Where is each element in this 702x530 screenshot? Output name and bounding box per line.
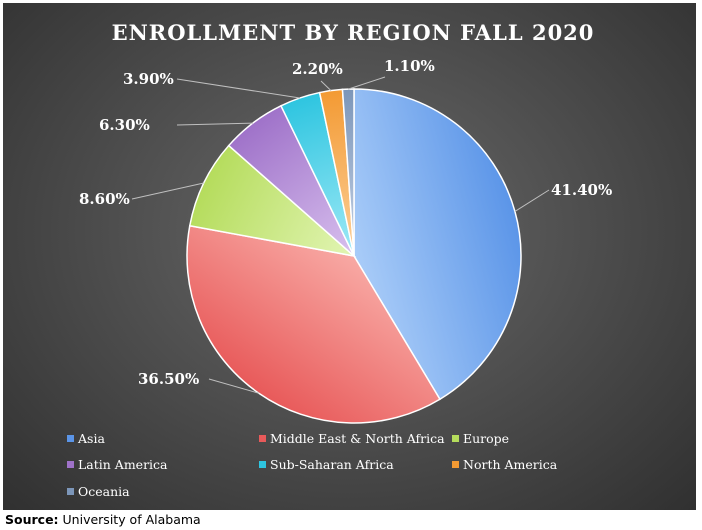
leader-line-europe <box>131 182 204 200</box>
legend-swatch-north-america <box>452 461 459 468</box>
pie-slice-asia <box>353 88 522 401</box>
chart-area: ENROLLMENT BY REGION FALL 2020 41.40% 36.… <box>3 3 696 510</box>
legend-item-oceania: Oceania <box>67 484 130 499</box>
legend-item-middle-east-and-north-africa: Middle East & North Africa <box>259 431 445 446</box>
source-text: University of Alabama <box>62 512 201 527</box>
legend: Asia Middle East & North Africa Europe Lati… <box>67 431 558 499</box>
leader-line-asia <box>514 189 550 212</box>
chart-title: ENROLLMENT BY REGION FALL 2020 <box>112 20 595 45</box>
legend-item-sub-saharan-africa: Sub-Saharan Africa <box>259 457 394 472</box>
legend-item-europe: Europe <box>452 431 509 446</box>
pie-slices <box>186 88 522 424</box>
legend-label-latin-america: Latin America <box>78 457 168 472</box>
data-labels: 41.40% 36.50% 8.60% 6.30% 3.90% 2.20% 1.10% <box>79 57 612 388</box>
leader-line-north-america <box>320 80 332 91</box>
legend-swatch-europe <box>452 435 459 442</box>
data-label-north-america: 2.20% <box>292 60 343 78</box>
data-label-europe: 8.60% <box>79 190 130 208</box>
pie-chart: ENROLLMENT BY REGION FALL 2020 41.40% 36.… <box>67 20 612 499</box>
data-label-asia: 41.40% <box>551 181 612 199</box>
legend-swatch-oceania <box>67 488 74 495</box>
leader-line-middle-east-and-north-africa <box>208 378 259 394</box>
legend-label-europe: Europe <box>463 431 509 446</box>
leader-line-sub-saharan-africa <box>176 78 300 99</box>
data-label-latin-america: 6.30% <box>99 116 150 134</box>
source-label: Source: <box>5 512 59 527</box>
pie-slice-middle-east-and-north-africa <box>186 224 441 424</box>
legend-swatch-middle-east-and-north-africa <box>259 435 266 442</box>
source-note: Source: University of Alabama <box>5 512 201 527</box>
leader-line-latin-america <box>176 122 253 126</box>
legend-swatch-asia <box>67 435 74 442</box>
legend-item-asia: Asia <box>67 431 105 446</box>
legend-label-sub-saharan-africa: Sub-Saharan Africa <box>270 457 394 472</box>
data-label-middle-east-and-north-africa: 36.50% <box>138 370 199 388</box>
data-label-sub-saharan-africa: 3.90% <box>123 70 174 88</box>
legend-label-middle-east-and-north-africa: Middle East & North Africa <box>270 431 445 446</box>
leader-lines <box>131 76 550 394</box>
legend-label-north-america: North America <box>463 457 558 472</box>
legend-label-oceania: Oceania <box>78 484 130 499</box>
data-label-oceania: 1.10% <box>384 57 435 75</box>
pie-slice-europe <box>188 144 357 258</box>
legend-label-asia: Asia <box>77 431 105 446</box>
legend-swatch-latin-america <box>67 461 74 468</box>
leader-line-oceania <box>348 76 386 90</box>
legend-item-north-america: North America <box>452 457 558 472</box>
legend-item-latin-america: Latin America <box>67 457 168 472</box>
legend-swatch-sub-saharan-africa <box>259 461 266 468</box>
